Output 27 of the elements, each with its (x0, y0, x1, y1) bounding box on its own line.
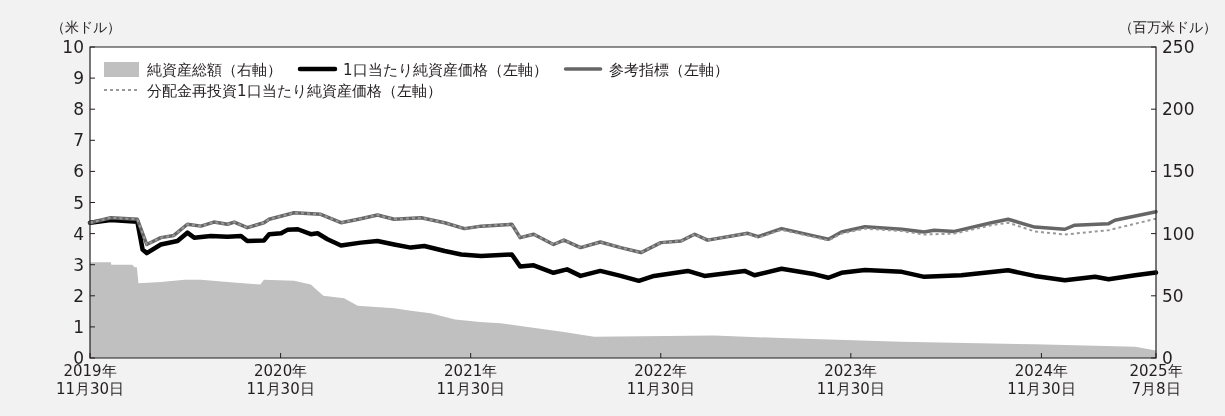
y2-tick-label: 150 (1162, 161, 1195, 182)
x-tick-label: 2024年 11月30日 (1007, 362, 1076, 398)
y-tick-label: 10 (62, 37, 84, 57)
x-tick-label: 2021年 11月30日 (436, 362, 505, 398)
x-tick-label: 2022年 11月30日 (626, 362, 695, 398)
y-tick-label: 2 (73, 285, 84, 306)
y2-axis-title: （百万米ドル） (1119, 19, 1217, 35)
legend-label: 参考指標（左軸） (608, 61, 729, 79)
y2-tick-label: 50 (1162, 285, 1184, 306)
legend-label: 分配金再投資1口当たり純資産価格（左軸） (147, 82, 442, 100)
line-series (87, 217, 1159, 284)
y-tick-label: 7 (73, 130, 84, 151)
y2-tick-label: 100 (1162, 223, 1195, 244)
legend-label: 純資産総額（右軸） (147, 61, 282, 79)
y-tick-label: 9 (73, 68, 84, 89)
y-axis-title: （米ドル） (51, 19, 121, 35)
x-tick-label: 2023年 11月30日 (816, 362, 885, 398)
x-tick-label: 2020年 11月30日 (246, 362, 315, 398)
y-tick-label: 3 (73, 254, 84, 275)
y2-tick-label: 200 (1162, 99, 1195, 120)
y-tick-label: 6 (73, 161, 84, 182)
y2-tick-label: 250 (1162, 37, 1195, 57)
legend-label: 1口当たり純資産価格（左軸） (343, 61, 548, 79)
y-tick-label: 5 (73, 192, 84, 213)
y-tick-label: 1 (73, 316, 84, 337)
y-tick-label: 4 (73, 223, 84, 244)
y-tick-label: 8 (73, 99, 84, 120)
